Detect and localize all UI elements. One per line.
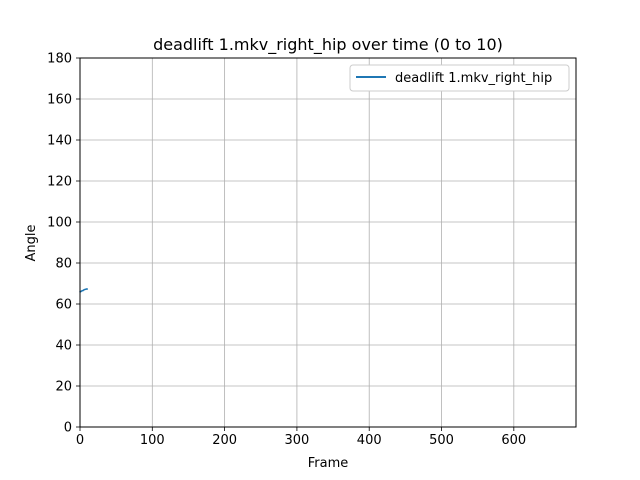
x-tick-label: 0	[76, 433, 84, 448]
y-axis-label: Angle	[24, 225, 39, 262]
y-tick-label: 20	[55, 380, 72, 395]
y-axis-ticks: 0 20 40 60 80 100 120 140 160 180	[47, 52, 80, 436]
y-tick-label: 140	[47, 134, 72, 149]
plot-area	[80, 58, 576, 427]
y-tick-label: 180	[47, 52, 72, 67]
x-tick-label: 500	[429, 433, 454, 448]
x-tick-label: 600	[501, 433, 526, 448]
y-tick-label: 120	[47, 175, 72, 190]
data-point	[86, 288, 88, 290]
y-tick-label: 100	[47, 216, 72, 231]
chart-title: deadlift 1.mkv_right_hip over time (0 to…	[153, 35, 503, 55]
y-tick-label: 160	[47, 93, 72, 108]
x-axis-ticks: 0 100 200 300 400 500 600	[76, 427, 526, 448]
x-axis-label: Frame	[308, 456, 349, 471]
legend: deadlift 1.mkv_right_hip	[349, 64, 570, 92]
x-tick-label: 300	[284, 433, 309, 448]
x-tick-label: 100	[140, 433, 165, 448]
x-tick-label: 200	[212, 433, 237, 448]
plot-frame	[79, 57, 577, 428]
y-tick-label: 0	[64, 421, 72, 436]
legend-label: deadlift 1.mkv_right_hip	[395, 71, 552, 86]
y-tick-label: 60	[55, 298, 72, 313]
legend-box	[349, 64, 570, 92]
y-tick-label: 40	[55, 339, 72, 354]
y-tick-label: 80	[55, 257, 72, 272]
x-tick-label: 400	[357, 433, 382, 448]
